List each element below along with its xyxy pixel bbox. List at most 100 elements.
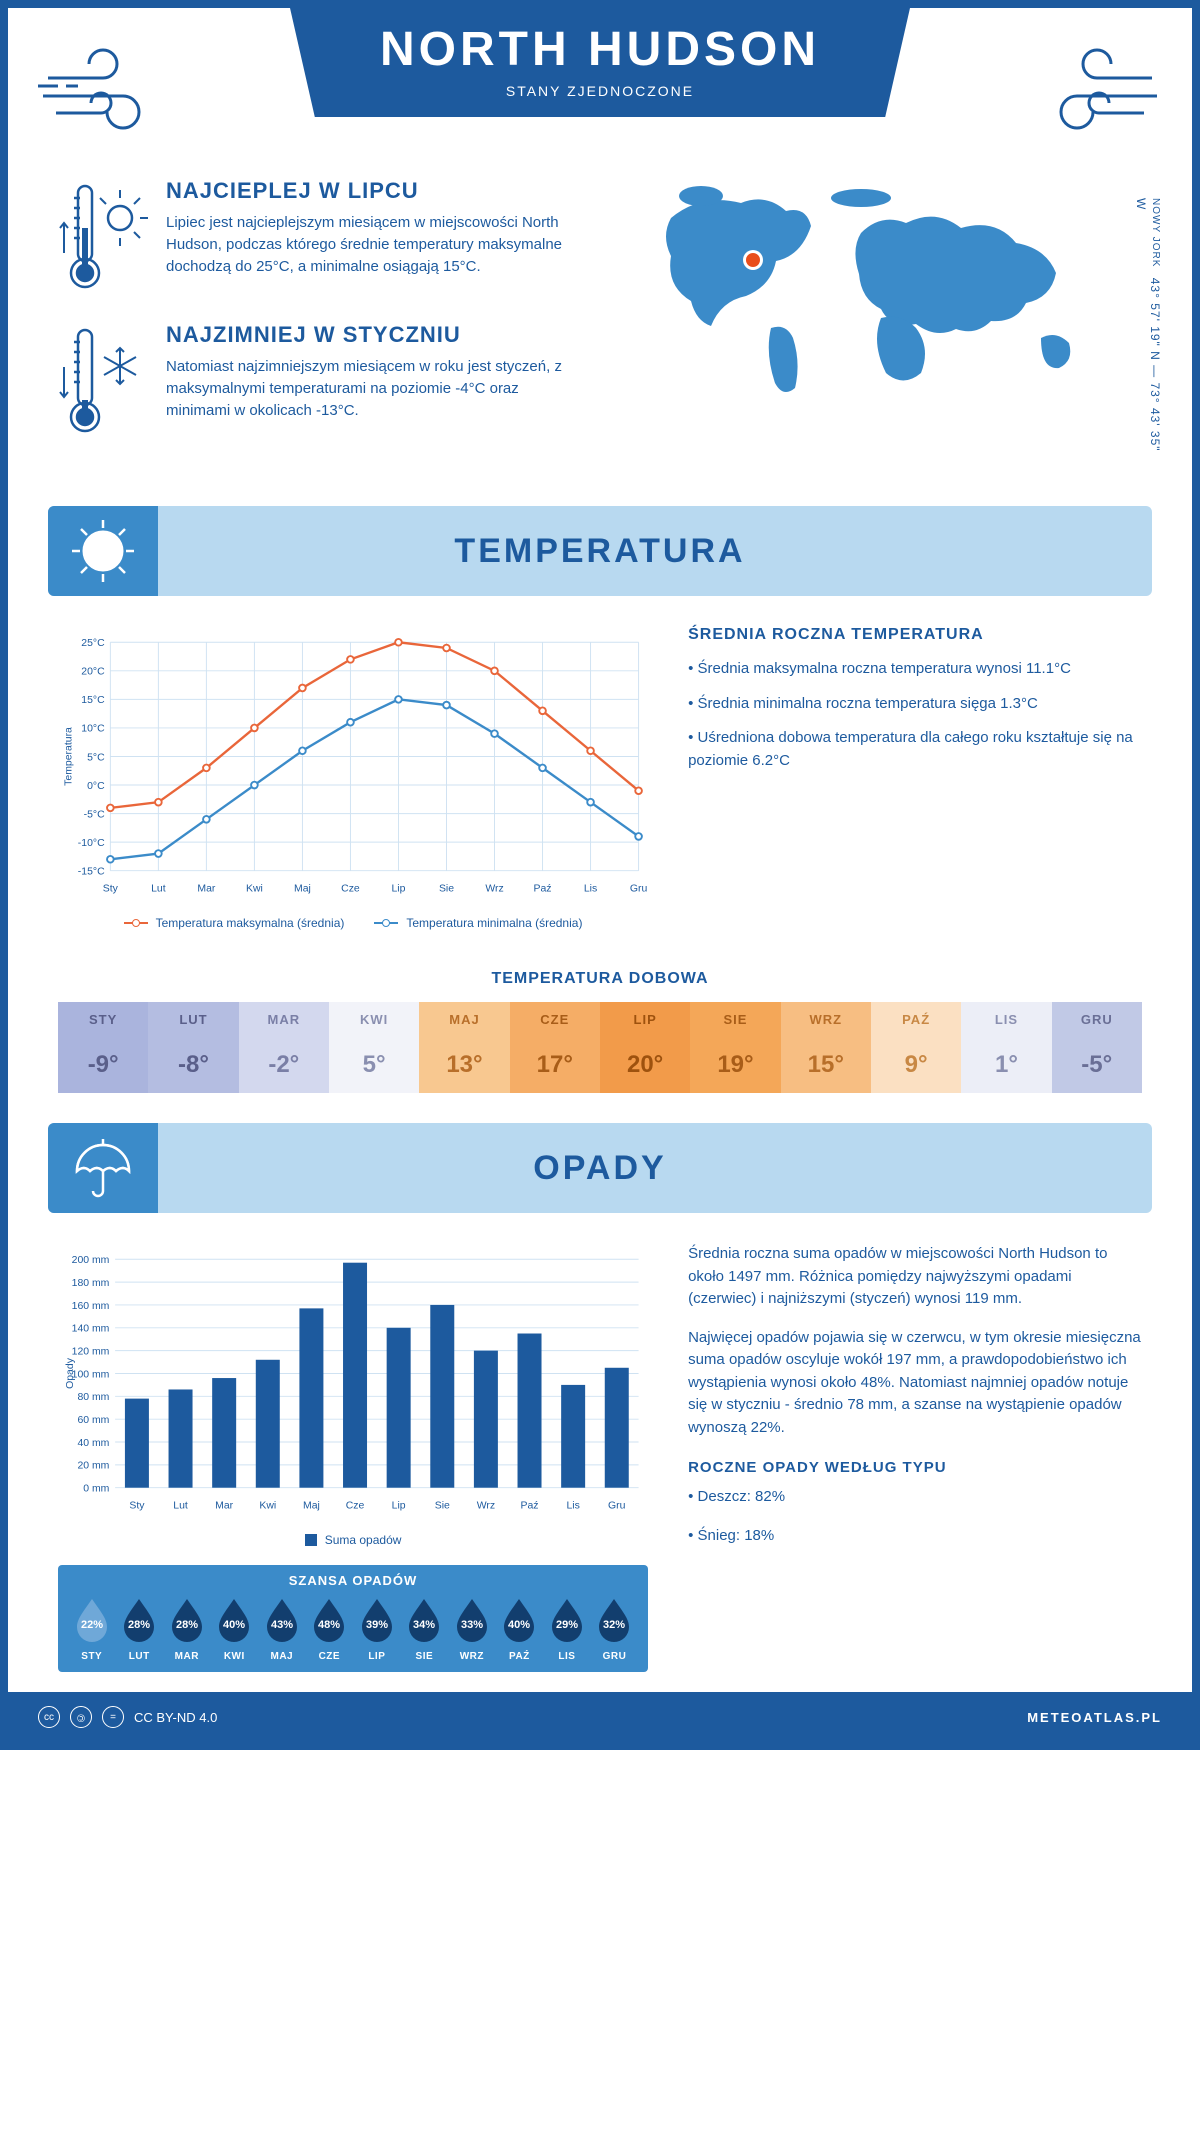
- precipitation-bar-chart: 0 mm20 mm40 mm60 mm80 mm100 mm120 mm140 …: [58, 1243, 648, 1523]
- daily-month: STY: [58, 1002, 148, 1037]
- daily-cell: KWI5°: [329, 1002, 419, 1093]
- temp-info-title: ŚREDNIA ROCZNA TEMPERATURA: [688, 626, 1142, 644]
- by-icon: 🄯: [70, 1706, 92, 1728]
- svg-text:22%: 22%: [81, 1619, 103, 1631]
- intro-section: NAJCIEPLEJ W LIPCU Lipiec jest najcieple…: [8, 168, 1192, 496]
- daily-value: 9°: [871, 1037, 961, 1093]
- svg-text:Kwi: Kwi: [259, 1501, 276, 1512]
- svg-text:48%: 48%: [318, 1619, 340, 1631]
- svg-text:Lut: Lut: [173, 1501, 188, 1512]
- svg-text:40%: 40%: [223, 1619, 245, 1631]
- daily-cell: MAJ13°: [419, 1002, 509, 1093]
- nd-icon: =: [102, 1706, 124, 1728]
- chance-drop: 40%KWI: [211, 1596, 259, 1662]
- legend-min-label: Temperatura minimalna (średnia): [406, 916, 582, 930]
- temp-bullet: • Uśredniona dobowa temperatura dla całe…: [688, 727, 1142, 772]
- svg-text:28%: 28%: [176, 1619, 198, 1631]
- svg-text:Sie: Sie: [435, 1501, 450, 1512]
- svg-text:Opady: Opady: [65, 1357, 76, 1389]
- page-root: NORTH HUDSON STANY ZJEDNOCZONE: [0, 0, 1200, 1750]
- type-title: ROCZNE OPADY WEDŁUG TYPU: [688, 1459, 1142, 1476]
- temperature-legend: .legend-item:nth-child(1) .legend-swatch…: [58, 916, 648, 930]
- svg-text:Mar: Mar: [197, 884, 216, 895]
- svg-text:Kwi: Kwi: [246, 884, 263, 895]
- daily-cell: LIP20°: [600, 1002, 690, 1093]
- svg-text:Maj: Maj: [294, 884, 311, 895]
- svg-text:120 mm: 120 mm: [72, 1346, 110, 1357]
- temperature-title: TEMPERATURA: [454, 532, 745, 571]
- svg-text:5°C: 5°C: [87, 752, 105, 763]
- map-column: NOWY JORK 43° 57' 19" N — 73° 43' 35" W: [620, 178, 1142, 466]
- daily-cell: MAR-2°: [239, 1002, 329, 1093]
- temperature-info: ŚREDNIA ROCZNA TEMPERATURA • Średnia mak…: [688, 626, 1142, 930]
- svg-text:40%: 40%: [508, 1619, 530, 1631]
- svg-text:Temperatura: Temperatura: [63, 727, 74, 786]
- svg-text:Lip: Lip: [392, 1501, 406, 1512]
- legend-min: .legend-item:nth-child(2) .legend-swatch…: [374, 916, 582, 930]
- chance-drop: 28%LUT: [116, 1596, 164, 1662]
- chance-drop: 33%WRZ: [448, 1596, 496, 1662]
- svg-text:0°C: 0°C: [87, 781, 105, 792]
- daily-value: -9°: [58, 1037, 148, 1093]
- coordinates: NOWY JORK 43° 57' 19" N — 73° 43' 35" W: [1134, 198, 1162, 466]
- svg-text:43%: 43%: [271, 1619, 293, 1631]
- thermometer-sun-icon: [58, 178, 148, 298]
- page-subtitle: STANY ZJEDNOCZONE: [380, 83, 820, 99]
- state-label: NOWY JORK: [1150, 198, 1161, 267]
- daily-value: 20°: [600, 1037, 690, 1093]
- daily-value: 17°: [510, 1037, 600, 1093]
- daily-cell: PAŹ9°: [871, 1002, 961, 1093]
- daily-value: -5°: [1052, 1037, 1142, 1093]
- svg-text:10°C: 10°C: [81, 724, 105, 735]
- legend-sum-label: Suma opadów: [325, 1533, 402, 1547]
- header: NORTH HUDSON STANY ZJEDNOCZONE: [8, 8, 1192, 168]
- svg-text:160 mm: 160 mm: [72, 1301, 110, 1312]
- daily-cell: CZE17°: [510, 1002, 600, 1093]
- daily-value: 1°: [961, 1037, 1051, 1093]
- svg-text:34%: 34%: [413, 1619, 435, 1631]
- daily-month: SIE: [690, 1002, 780, 1037]
- footer: cc 🄯 = CC BY-ND 4.0 METEOATLAS.PL: [8, 1692, 1192, 1742]
- daily-month: LIP: [600, 1002, 690, 1037]
- daily-month: GRU: [1052, 1002, 1142, 1037]
- precip-paragraph: Średnia roczna suma opadów w miejscowośc…: [688, 1243, 1142, 1311]
- svg-text:15°C: 15°C: [81, 695, 105, 706]
- precip-paragraph: Najwięcej opadów pojawia się w czerwcu, …: [688, 1327, 1142, 1440]
- temperature-section-header: TEMPERATURA: [48, 506, 1152, 596]
- svg-text:180 mm: 180 mm: [72, 1278, 110, 1289]
- daily-value: 15°: [781, 1037, 871, 1093]
- daily-month: PAŹ: [871, 1002, 961, 1037]
- wind-icon-right: [1022, 48, 1162, 138]
- daily-value: 13°: [419, 1037, 509, 1093]
- daily-temp-table: STY-9°LUT-8°MAR-2°KWI5°MAJ13°CZE17°LIP20…: [58, 1002, 1142, 1093]
- svg-text:140 mm: 140 mm: [72, 1324, 110, 1335]
- precipitation-chart-box: 0 mm20 mm40 mm60 mm80 mm100 mm120 mm140 …: [58, 1243, 648, 1672]
- temperature-line-chart: -15°C-10°C-5°C0°C5°C10°C15°C20°C25°CStyL…: [58, 626, 648, 906]
- svg-text:20 mm: 20 mm: [77, 1461, 109, 1472]
- umbrella-icon: [48, 1123, 158, 1213]
- site-name: METEOATLAS.PL: [1027, 1710, 1162, 1725]
- precipitation-section-header: OPADY: [48, 1123, 1152, 1213]
- warm-fact-title: NAJCIEPLEJ W LIPCU: [166, 178, 580, 204]
- cold-fact-title: NAJZIMNIEJ W STYCZNIU: [166, 322, 580, 348]
- svg-text:-10°C: -10°C: [78, 838, 105, 849]
- svg-text:32%: 32%: [603, 1619, 625, 1631]
- wind-icon-left: [38, 48, 178, 138]
- daily-value: -2°: [239, 1037, 329, 1093]
- chance-drop: 22%STY: [68, 1596, 116, 1662]
- svg-text:Gru: Gru: [608, 1501, 626, 1512]
- legend-max: .legend-item:nth-child(1) .legend-swatch…: [124, 916, 345, 930]
- svg-text:Sty: Sty: [103, 884, 119, 895]
- svg-text:Mar: Mar: [215, 1501, 234, 1512]
- temperature-chart-box: -15°C-10°C-5°C0°C5°C10°C15°C20°C25°CStyL…: [58, 626, 648, 930]
- warm-fact: NAJCIEPLEJ W LIPCU Lipiec jest najcieple…: [58, 178, 580, 298]
- daily-cell: LUT-8°: [148, 1002, 238, 1093]
- facts-column: NAJCIEPLEJ W LIPCU Lipiec jest najcieple…: [58, 178, 580, 466]
- cold-fact-text: Natomiast najzimniejszym miesiącem w rok…: [166, 356, 580, 421]
- daily-month: WRZ: [781, 1002, 871, 1037]
- svg-text:39%: 39%: [366, 1619, 388, 1631]
- license-text: CC BY-ND 4.0: [134, 1710, 217, 1725]
- svg-text:Wrz: Wrz: [477, 1501, 495, 1512]
- precipitation-title: OPADY: [533, 1149, 666, 1188]
- type-bullet: • Śnieg: 18%: [688, 1525, 1142, 1548]
